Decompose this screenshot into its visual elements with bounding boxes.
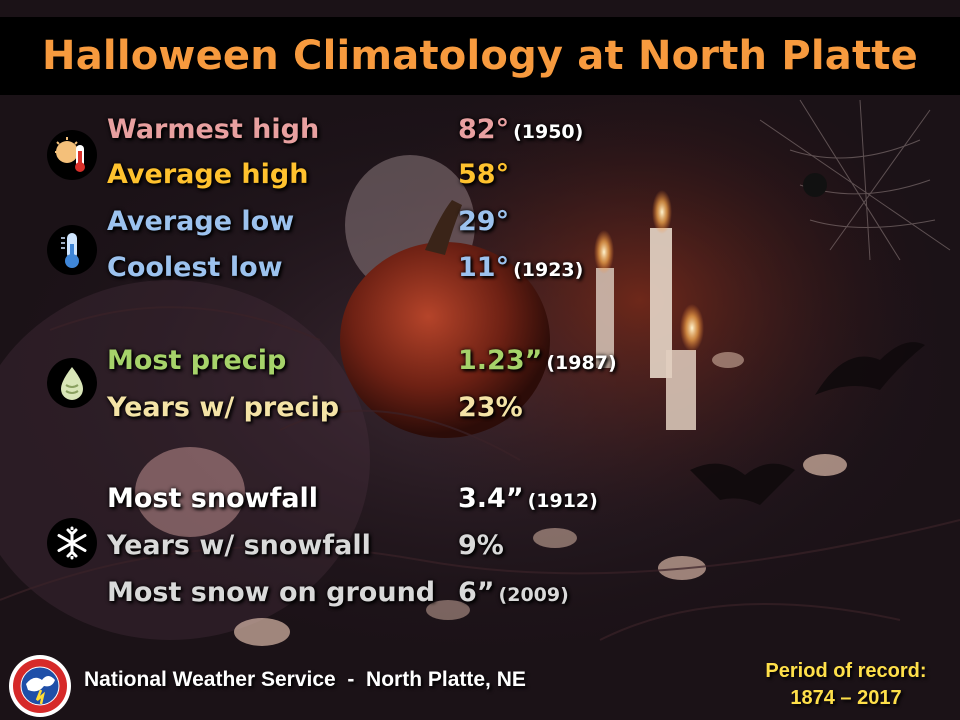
snow-ground-row: Most snow on ground 6” (2009) (0, 571, 960, 615)
coolest-low-label: Coolest low (107, 252, 283, 283)
warmest-high-year: (1950) (513, 121, 584, 143)
average-high-value: 58° (458, 159, 510, 190)
nws-logo (9, 655, 71, 717)
most-snowfall-value: 3.4” (1912) (458, 477, 598, 523)
nws-footer-text: National Weather Service - North Platte,… (84, 668, 526, 691)
years-precip-label: Years w/ precip (107, 392, 340, 423)
coolest-low-year: (1923) (513, 259, 584, 281)
most-snowfall-label: Most snowfall (107, 483, 319, 514)
warmest-high-temp: 82° (458, 114, 510, 145)
coolest-low-temp: 11° (458, 252, 510, 283)
most-precip-label: Most precip (107, 345, 287, 376)
warmest-high-row: Warmest high 82° (1950) (0, 108, 960, 152)
most-precip-year: (1987) (546, 352, 617, 374)
average-low-label: Average low (107, 206, 295, 237)
warmest-high-label: Warmest high (107, 114, 320, 145)
warmest-high-value: 82° (1950) (458, 108, 583, 154)
snowflake-icon (47, 518, 97, 568)
title-banner: Halloween Climatology at North Platte (0, 17, 960, 95)
years-snowfall-row: Years w/ snowfall 9% (0, 524, 960, 568)
period-label: Period of record: (765, 660, 927, 682)
most-snowfall-amount: 3.4” (458, 483, 524, 514)
raindrop-icon (47, 358, 97, 408)
snow-ground-value: 6” (2009) (458, 571, 569, 617)
sun-thermometer-icon (47, 130, 97, 180)
average-low-row: Average low 29° (0, 200, 960, 244)
thermometer-cold-icon (47, 225, 97, 275)
period-of-record: Period of record: 1874 – 2017 (746, 658, 946, 712)
most-precip-row: Most precip 1.23” (1987) (0, 339, 960, 383)
average-low-value: 29° (458, 206, 510, 237)
years-precip-value: 23% (458, 392, 523, 423)
average-high-row: Average high 58° (0, 153, 960, 197)
snow-ground-amount: 6” (458, 577, 495, 608)
most-snowfall-row: Most snowfall 3.4” (1912) (0, 477, 960, 521)
most-snowfall-year: (1912) (527, 490, 598, 512)
snow-ground-year: (2009) (498, 584, 569, 606)
most-precip-amount: 1.23” (458, 345, 543, 376)
page-title: Halloween Climatology at North Platte (42, 33, 918, 79)
snow-ground-label: Most snow on ground (107, 577, 436, 608)
coolest-low-row: Coolest low 11° (1923) (0, 246, 960, 290)
most-precip-value: 1.23” (1987) (458, 339, 617, 385)
average-high-label: Average high (107, 159, 309, 190)
years-snowfall-label: Years w/ snowfall (107, 530, 371, 561)
coolest-low-value: 11° (1923) (458, 246, 583, 292)
years-snowfall-value: 9% (458, 530, 504, 561)
period-range: 1874 – 2017 (790, 687, 902, 709)
years-precip-row: Years w/ precip 23% (0, 386, 960, 430)
